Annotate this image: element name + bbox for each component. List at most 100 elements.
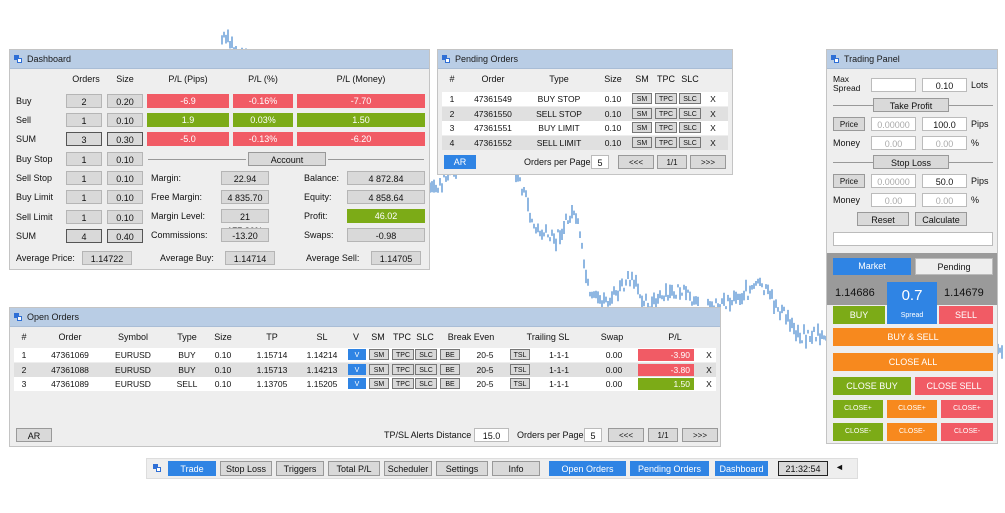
market-tab[interactable]: Market bbox=[833, 258, 911, 275]
buy-and-sell-button[interactable]: BUY & SELL bbox=[833, 328, 993, 346]
pending-ar-button[interactable]: AR bbox=[444, 155, 476, 169]
pending-slc-button[interactable]: SLC bbox=[679, 122, 701, 133]
pending-close-icon[interactable]: X bbox=[710, 94, 716, 104]
alerts-input[interactable]: 15.0 bbox=[474, 428, 509, 442]
open-tpc-button[interactable]: TPC bbox=[392, 349, 414, 360]
tp-money-input[interactable]: 0.00 bbox=[871, 136, 916, 150]
pending-col-num: # bbox=[449, 74, 455, 84]
pending-sm-button[interactable]: SM bbox=[632, 122, 652, 133]
close-minus-buy-button[interactable]: CLOSE- bbox=[833, 423, 883, 441]
pending-titlebar[interactable]: Pending Orders bbox=[438, 50, 732, 69]
taskbar-settings[interactable]: Settings bbox=[436, 461, 488, 476]
open-v-button[interactable]: V bbox=[348, 363, 366, 375]
taskbar-pending-orders[interactable]: Pending Orders bbox=[630, 461, 709, 476]
sl-money-input[interactable]: 0.00 bbox=[871, 193, 916, 207]
close-all-button[interactable]: CLOSE ALL bbox=[833, 353, 993, 371]
pending-close-icon[interactable]: X bbox=[710, 108, 716, 119]
open-be-button[interactable]: BE bbox=[440, 378, 460, 389]
taskbar-triggers[interactable]: Triggers bbox=[276, 461, 324, 476]
pending-title: Pending Orders bbox=[455, 54, 519, 64]
tp-pips-input[interactable]: 100.0 bbox=[922, 117, 967, 131]
taskbar-window-icon[interactable] bbox=[153, 464, 162, 472]
taskbar-scheduler[interactable]: Scheduler bbox=[384, 461, 432, 476]
pending-slc-button[interactable]: SLC bbox=[679, 107, 701, 119]
sl-pct-input[interactable]: 0.00 bbox=[922, 193, 967, 207]
open-sm-button[interactable]: SM bbox=[369, 349, 389, 360]
open-tpc-button[interactable]: TPC bbox=[392, 378, 414, 389]
taskbar-collapse-arrow[interactable]: ◄ bbox=[835, 462, 844, 472]
pending-close-icon[interactable]: X bbox=[710, 123, 716, 133]
open-close-icon[interactable]: X bbox=[706, 350, 712, 360]
open-v-button[interactable]: V bbox=[348, 349, 366, 360]
sl-pips-input[interactable]: 50.0 bbox=[922, 174, 967, 188]
sell-button[interactable]: SELL bbox=[939, 306, 993, 324]
open-prev-button[interactable]: <<< bbox=[608, 428, 644, 442]
open-close-icon[interactable]: X bbox=[706, 364, 712, 375]
open-col-1: Order bbox=[58, 332, 82, 342]
open-sm-button[interactable]: SM bbox=[369, 378, 389, 389]
tp-price-input[interactable]: 0.00000 bbox=[871, 117, 916, 131]
open-per-page-input[interactable]: 5 bbox=[584, 428, 602, 442]
pending-slc-button[interactable]: SLC bbox=[679, 93, 701, 104]
pending-next-button[interactable]: >>> bbox=[690, 155, 726, 169]
pending-close-icon[interactable]: X bbox=[710, 137, 716, 148]
pending-sm-button[interactable]: SM bbox=[632, 136, 652, 148]
taskbar-dashboard[interactable]: Dashboard bbox=[715, 461, 768, 476]
open-titlebar[interactable]: Open Orders bbox=[10, 308, 720, 327]
max-spread-left-input[interactable] bbox=[871, 78, 916, 92]
pending-per-page-input[interactable]: 5 bbox=[591, 155, 609, 169]
pending-tpc-button[interactable]: TPC bbox=[655, 122, 677, 133]
close-sell-button[interactable]: CLOSE SELL bbox=[915, 377, 993, 395]
close-plus-buy-button[interactable]: CLOSE+ bbox=[833, 400, 883, 418]
close-minus-sell-button[interactable]: CLOSE- bbox=[941, 423, 993, 441]
open-tpc-button[interactable]: TPC bbox=[392, 363, 414, 375]
calculate-button[interactable]: Calculate bbox=[915, 212, 967, 226]
open-slc-button[interactable]: SLC bbox=[415, 349, 437, 360]
open-be-button[interactable]: BE bbox=[440, 349, 460, 360]
open-sm-button[interactable]: SM bbox=[369, 363, 389, 375]
comment-input[interactable] bbox=[833, 232, 993, 246]
pending-tpc-button[interactable]: TPC bbox=[655, 107, 677, 119]
spread-box bbox=[887, 282, 937, 324]
dash-row-money: -7.70 bbox=[297, 94, 425, 108]
open-next-button[interactable]: >>> bbox=[682, 428, 718, 442]
pending-tpc-button[interactable]: TPC bbox=[655, 93, 677, 104]
open-size: 0.10 bbox=[214, 350, 232, 360]
sl-price-input[interactable]: 0.00000 bbox=[871, 174, 916, 188]
pending-tab[interactable]: Pending bbox=[915, 258, 993, 275]
open-ar-button[interactable]: AR bbox=[16, 428, 52, 442]
pending-prev-button[interactable]: <<< bbox=[618, 155, 654, 169]
open-close-icon[interactable]: X bbox=[706, 379, 712, 389]
open-tsl-button[interactable]: TSL bbox=[510, 378, 530, 389]
open-v-button[interactable]: V bbox=[348, 378, 366, 389]
open-slc-button[interactable]: SLC bbox=[415, 363, 437, 375]
taskbar-open-orders[interactable]: Open Orders bbox=[549, 461, 626, 476]
close-plus-sell-button[interactable]: CLOSE+ bbox=[941, 400, 993, 418]
pending-sm-button[interactable]: SM bbox=[632, 93, 652, 104]
take-profit-button[interactable]: Take Profit bbox=[873, 98, 949, 112]
close-plus-all-button[interactable]: CLOSE+ bbox=[887, 400, 937, 418]
account-button[interactable]: Account bbox=[248, 152, 326, 166]
open-slc-button[interactable]: SLC bbox=[415, 378, 437, 389]
taskbar-info[interactable]: Info bbox=[492, 461, 540, 476]
taskbar-total-pl[interactable]: Total P/L bbox=[328, 461, 380, 476]
stop-loss-button[interactable]: Stop Loss bbox=[873, 155, 949, 169]
trading-titlebar[interactable]: Trading Panel bbox=[827, 50, 997, 69]
taskbar-stop-loss[interactable]: Stop Loss bbox=[220, 461, 272, 476]
open-be-button[interactable]: BE bbox=[440, 363, 460, 375]
close-buy-button[interactable]: CLOSE BUY bbox=[833, 377, 911, 395]
open-tsl-button[interactable]: TSL bbox=[510, 349, 530, 360]
sl-price-button[interactable]: Price bbox=[833, 174, 865, 188]
pending-tpc-button[interactable]: TPC bbox=[655, 136, 677, 148]
tp-pct-input[interactable]: 0.00 bbox=[922, 136, 967, 150]
open-tsl-button[interactable]: TSL bbox=[510, 363, 530, 375]
pending-sm-button[interactable]: SM bbox=[632, 107, 652, 119]
close-minus-all-button[interactable]: CLOSE- bbox=[887, 423, 937, 441]
buy-button[interactable]: BUY bbox=[833, 306, 885, 324]
reset-button[interactable]: Reset bbox=[857, 212, 909, 226]
tp-price-button[interactable]: Price bbox=[833, 117, 865, 131]
max-spread-input[interactable]: 0.10 bbox=[922, 78, 967, 92]
pending-slc-button[interactable]: SLC bbox=[679, 136, 701, 148]
taskbar-trade[interactable]: Trade bbox=[168, 461, 216, 476]
dashboard-titlebar[interactable]: Dashboard bbox=[10, 50, 429, 69]
